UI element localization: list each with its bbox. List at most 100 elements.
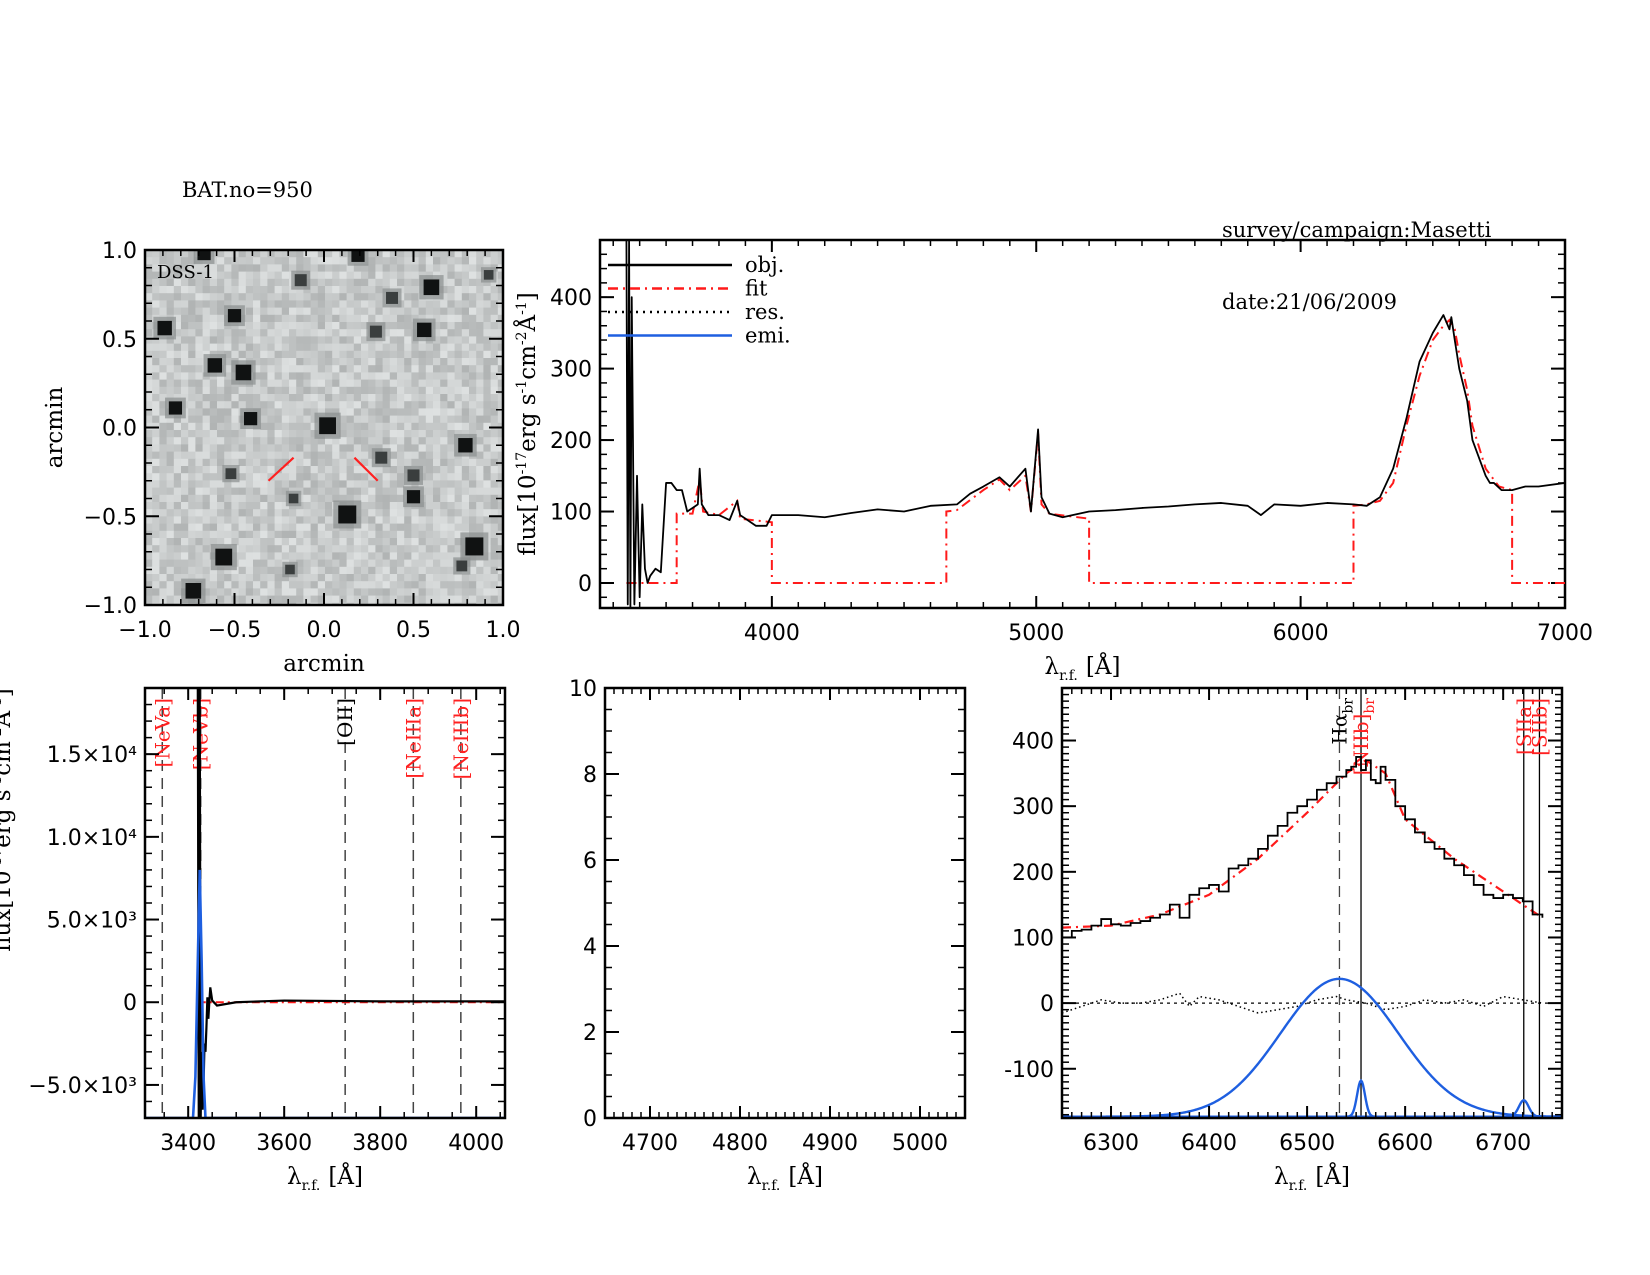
dss-pixel xyxy=(339,581,348,589)
dss-pixel xyxy=(368,350,376,359)
dss-pixel xyxy=(440,322,448,330)
dss-pixel xyxy=(152,430,160,438)
dss-pixel xyxy=(166,271,175,280)
dss-pixel xyxy=(368,271,376,280)
dss-pixel xyxy=(188,329,196,337)
dss-pixel xyxy=(332,307,340,316)
dss-pixel xyxy=(490,329,499,337)
dss-pixel xyxy=(490,574,499,582)
dss-pixel xyxy=(497,394,503,402)
dss-pixel xyxy=(310,574,319,582)
dss-pixel xyxy=(497,437,503,445)
dss-pixel xyxy=(332,408,340,417)
dss-pixel xyxy=(483,494,492,503)
dss-pixel xyxy=(397,552,405,561)
dss-pixel xyxy=(310,329,319,337)
dss-pixel xyxy=(253,502,261,510)
main-obj-line xyxy=(625,240,1565,608)
dss-pixel xyxy=(317,595,326,604)
dss-pixel xyxy=(238,487,247,496)
dss-pixel xyxy=(209,271,218,280)
dss-pixel xyxy=(159,257,168,265)
dss-pixel xyxy=(469,559,477,568)
dss-pixel xyxy=(389,264,398,273)
dss-pixel xyxy=(166,552,175,561)
dss-pixel xyxy=(469,300,477,309)
dss-pixel xyxy=(418,408,427,417)
dss-pixel xyxy=(202,581,211,589)
dss-pixel xyxy=(281,314,290,323)
dss-pixel xyxy=(274,394,283,402)
dss-pixel xyxy=(188,408,196,417)
dss-pixel xyxy=(447,523,456,532)
dss-pixel xyxy=(159,365,168,373)
dss-pixel xyxy=(274,574,283,582)
dss-pixel xyxy=(145,588,153,597)
dss-pixel xyxy=(245,307,254,316)
dss-pixel xyxy=(217,523,225,532)
dss-pixel xyxy=(447,271,456,280)
dss-pixel xyxy=(231,581,240,589)
dss-pixel xyxy=(159,401,168,409)
main-ytick-label: 100 xyxy=(550,501,592,526)
dss-pixel xyxy=(353,451,362,460)
dss-pixel xyxy=(447,350,456,359)
dss-pixel xyxy=(361,372,369,381)
dss-pixel xyxy=(159,307,168,316)
dss-pixel xyxy=(260,293,268,301)
dss-pixel xyxy=(303,379,312,388)
dss-pixel xyxy=(224,538,232,546)
dss-pixel xyxy=(181,386,189,395)
dss-pixel xyxy=(483,322,492,330)
dss-pixel xyxy=(469,278,477,287)
dss-pixel xyxy=(159,509,168,517)
dss-pixel xyxy=(425,574,434,582)
dss-pixel xyxy=(469,581,477,589)
dss-pixel xyxy=(361,394,369,402)
dss-pixel xyxy=(238,545,247,553)
dss-pixel xyxy=(339,430,348,438)
dss-pixel xyxy=(188,293,196,301)
dss-pixel xyxy=(483,458,492,467)
dss-pixel xyxy=(368,300,376,309)
dss-pixel xyxy=(397,545,405,553)
dss-pixel xyxy=(310,430,319,438)
dss-pixel xyxy=(274,552,283,561)
dss-pixel xyxy=(173,530,182,539)
dss-pixel xyxy=(418,422,427,431)
dss-pixel xyxy=(296,264,304,273)
dss-pixel xyxy=(497,451,503,460)
dss-pixel xyxy=(181,494,189,503)
dss-pixel xyxy=(159,278,168,287)
dss-pixel xyxy=(418,458,427,467)
dss-pixel xyxy=(188,314,196,323)
dss-pixel xyxy=(411,595,420,604)
dss-pixel xyxy=(181,264,189,273)
dss-pixel xyxy=(447,552,456,561)
dss-pixel xyxy=(310,473,319,481)
dss-pixel xyxy=(361,307,369,316)
dss-pixel xyxy=(490,401,499,409)
dss-pixel xyxy=(461,408,470,417)
dss-pixel xyxy=(497,581,503,589)
dss-pixel xyxy=(382,581,391,589)
dss-pixel xyxy=(267,329,276,337)
dss-pixel xyxy=(469,307,477,316)
dss-pixel xyxy=(195,307,204,316)
dss-pixel xyxy=(461,350,470,359)
dss-pixel xyxy=(346,437,355,445)
dss-pixel xyxy=(361,430,369,438)
dss-pixel xyxy=(476,444,484,453)
dss-pixel xyxy=(368,343,376,352)
dss-pixel xyxy=(166,264,175,273)
dss-pixel xyxy=(238,523,247,532)
dss-pixel xyxy=(267,437,276,445)
dss-pixel xyxy=(289,358,297,366)
dss-pixel xyxy=(476,329,484,337)
dss-pixel xyxy=(238,494,247,503)
dss-pixel xyxy=(382,394,391,402)
dss-pixel xyxy=(310,250,319,258)
dss-pixel xyxy=(382,545,391,553)
dss-pixel xyxy=(267,415,276,424)
dss-pixel xyxy=(303,458,312,467)
